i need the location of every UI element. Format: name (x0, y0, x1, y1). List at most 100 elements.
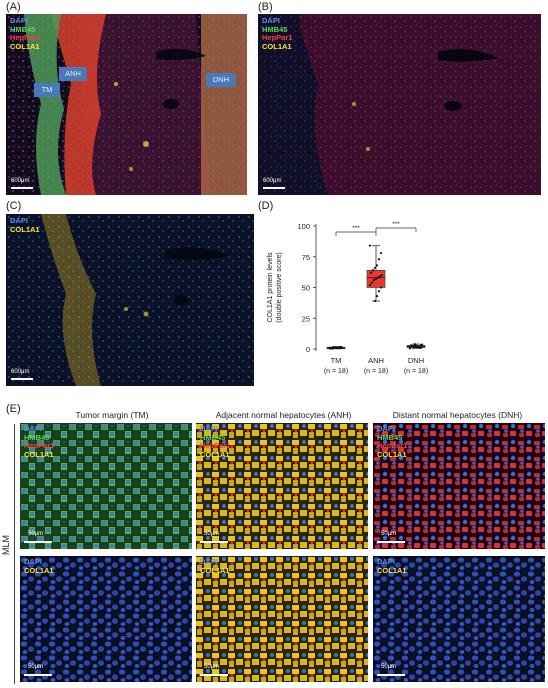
legend-heppar1: HepPar1 (377, 441, 408, 450)
legend-col1a1: COL1A1 (377, 565, 407, 575)
data-point (410, 344, 414, 348)
data-point (377, 258, 381, 261)
e-dnh-merged: DAPI HMB45 HepPar1 COL1A1 50μm (373, 423, 545, 549)
panel-c-legend: DAPI COL1A1 (10, 216, 40, 234)
e-dnh-legend: DAPI HMB45 HepPar1 COL1A1 (377, 424, 408, 459)
panel-b-scalebar (263, 187, 285, 189)
data-point (368, 244, 372, 247)
data-point (330, 347, 334, 350)
e-anh-scalebar-2 (200, 674, 228, 676)
significance-label: *** (352, 225, 360, 232)
legend-hmb45: HMB45 (10, 24, 36, 34)
legend-col1a1: COL1A1 (377, 449, 407, 459)
panel-a-scale-label: 600μm (11, 178, 30, 184)
data-point (375, 295, 379, 298)
legend-col1a1: COL1A1 (10, 41, 40, 51)
data-point (373, 266, 377, 269)
data-point (333, 346, 337, 349)
legend-col1a1: COL1A1 (10, 224, 40, 234)
x-category-n: (n = 18) (324, 368, 348, 375)
panel-c-image: DAPI COL1A1 600μm (6, 214, 254, 386)
x-category-n: (n = 18) (364, 368, 388, 375)
legend-heppar1: HepPar1 (10, 33, 41, 42)
data-point (378, 275, 382, 278)
y-tick-label: 50 (302, 284, 310, 293)
e-dnh-scale-label: 50μm (381, 531, 397, 537)
e-anh-legend-short: DAPI COL1A1 (200, 557, 230, 575)
e-tm-scale-label-2: 50μm (28, 664, 44, 670)
region-anh-tag: ANH (59, 67, 87, 81)
panel-b-label: (B) (258, 1, 273, 13)
legend-dapi: DAPI (10, 216, 28, 225)
data-point (412, 345, 416, 349)
column-title-dnh: Distant normal hepatocytes (DNH) (392, 410, 523, 420)
data-point (417, 346, 421, 349)
legend-dapi: DAPI (262, 16, 280, 25)
data-point (373, 299, 377, 303)
panel-a-image: DAPI HMB45 HepPar1 COL1A1 TM ANH DNH 600… (6, 14, 247, 195)
y-axis-label: COL1A1 protein levels (267, 252, 274, 323)
e-dnh-col1a1: DAPI COL1A1 50μm (373, 556, 545, 682)
region-dnh-tag: DNH (206, 73, 236, 87)
e-tm-legend: DAPI HMB45 HepPar1 COL1A1 (24, 424, 55, 459)
data-point (339, 345, 343, 349)
column-title-tm: Tumor margin (TM) (75, 410, 149, 420)
legend-heppar1: HepPar1 (200, 441, 231, 450)
data-point (374, 277, 378, 280)
y-axis-label: (double positive score) (276, 252, 283, 322)
legend-col1a1: COL1A1 (262, 41, 292, 51)
panel-b-scale-label: 600μm (263, 178, 282, 184)
data-point (377, 290, 381, 293)
y-tick-label: 25 (302, 314, 310, 323)
x-category-label: TM (331, 356, 342, 365)
e-anh-merged: DAPI HMB45 HepPar1 COL1A1 50μm (196, 423, 368, 549)
y-tick-label: 100 (297, 222, 310, 231)
data-point (371, 269, 375, 272)
data-point (419, 343, 423, 347)
legend-dapi: DAPI (377, 557, 395, 566)
row-bracket (14, 424, 15, 684)
panel-c-scalebar (11, 378, 33, 380)
legend-col1a1: COL1A1 (24, 449, 54, 459)
column-title-anh: Adjacent normal hepatocytes (ANH) (215, 410, 352, 420)
data-point (372, 279, 376, 282)
data-point (380, 274, 384, 277)
data-point (375, 264, 379, 267)
row-label-mlm: MLM (1, 535, 11, 555)
legend-dapi: DAPI (200, 557, 218, 566)
legend-col1a1: COL1A1 (200, 565, 230, 575)
data-point (370, 281, 374, 284)
e-dnh-legend-short: DAPI COL1A1 (377, 557, 407, 575)
e-tm-scale-label: 50μm (28, 531, 44, 537)
e-dnh-scalebar (377, 541, 405, 543)
legend-dapi: DAPI (10, 16, 28, 25)
legend-dapi: DAPI (377, 424, 395, 433)
data-point (408, 346, 412, 349)
data-point (379, 251, 383, 255)
data-point (368, 283, 372, 287)
significance-label: *** (392, 221, 400, 228)
legend-heppar1: HepPar1 (24, 441, 55, 450)
e-tm-scalebar (24, 541, 52, 543)
e-tm-merged: DAPI HMB45 HepPar1 COL1A1 50μm (20, 423, 192, 549)
legend-col1a1: COL1A1 (200, 449, 230, 459)
legend-col1a1: COL1A1 (24, 565, 54, 575)
panel-a-scalebar (11, 187, 33, 189)
legend-hmb45: HMB45 (200, 432, 226, 442)
e-anh-scale-label-2: 50μm (204, 664, 220, 670)
legend-hmb45: HMB45 (24, 432, 50, 442)
legend-heppar1: HepPar1 (262, 33, 293, 42)
y-tick-label: 75 (302, 253, 310, 262)
e-tm-legend-short: DAPI COL1A1 (24, 557, 54, 575)
legend-dapi: DAPI (24, 424, 42, 433)
y-tick-label: 0 (306, 345, 310, 354)
panel-e-label: (E) (6, 403, 21, 415)
data-point (369, 271, 373, 274)
data-point (335, 346, 339, 349)
legend-dapi: DAPI (24, 557, 42, 566)
panel-c-scale-label: 600μm (11, 369, 30, 375)
e-dnh-scale-label-2: 50μm (381, 664, 397, 670)
panel-d-label: (D) (258, 200, 274, 212)
panel-a-label: (A) (6, 1, 21, 13)
data-point (415, 345, 419, 348)
